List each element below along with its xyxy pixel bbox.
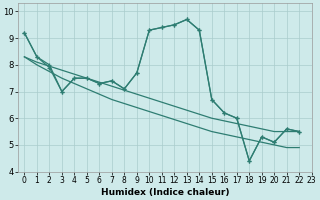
X-axis label: Humidex (Indice chaleur): Humidex (Indice chaleur) [101, 188, 229, 197]
